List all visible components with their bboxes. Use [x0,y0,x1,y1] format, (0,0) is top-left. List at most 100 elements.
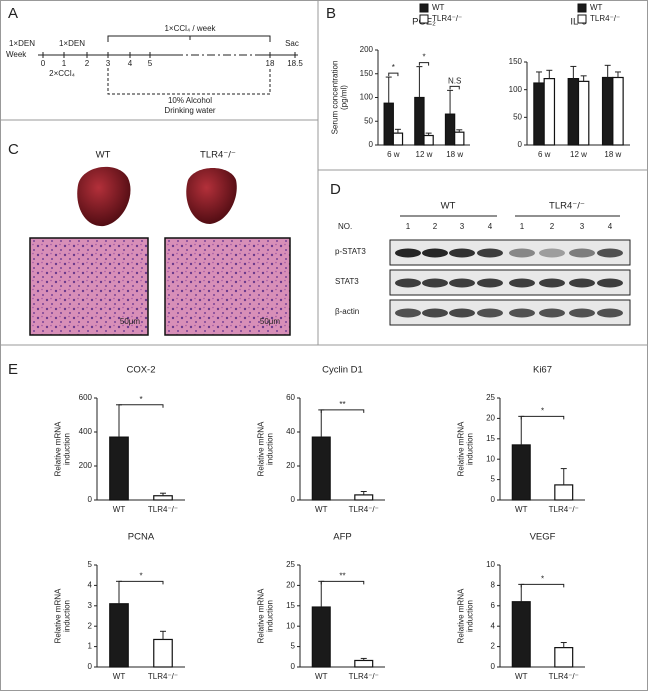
y-tick-label: 15 [286,601,295,610]
group-label: WT [441,201,456,212]
bar [511,444,531,501]
week-number: 1 [62,59,67,68]
significance-bracket [449,85,460,90]
bar [311,606,331,668]
x-tick-label: WT [113,505,126,514]
blot-band [539,308,565,318]
histology [164,237,291,336]
week-number: 5 [148,59,153,68]
significance-label: N.S [448,76,461,85]
blot-band [509,308,535,318]
y-axis-label: Serum concentration [331,61,340,135]
y-axis-label: Relative mRNA [54,588,63,643]
x-tick-label: WT [315,505,328,514]
legend-swatch [577,3,587,13]
week-number: 2 [85,59,90,68]
bar [554,647,574,668]
liver-photo [186,168,237,224]
significance-label: * [139,571,142,580]
y-axis-label: induction [466,433,475,465]
blot-band [449,308,475,318]
y-tick-label: 20 [286,461,295,470]
panel-label: C [8,141,19,158]
den: 1×DEN [59,39,85,48]
significance-bracket [118,580,164,585]
bar [543,77,556,146]
y-tick-label: 20 [286,581,295,590]
y-tick-label: 5 [491,475,496,484]
bar [109,436,129,501]
y-axis-label: Relative mRNA [457,421,466,476]
bar [511,601,531,668]
x-tick-label: 12 w [416,150,433,159]
bar [354,494,374,501]
bar [109,603,129,668]
blot-band [449,248,475,258]
significance-bracket [320,409,365,413]
x-tick-label: 12 w [570,150,587,159]
blot-band [597,308,623,318]
week-number: 18 [266,59,275,68]
group-label: TLR4⁻/⁻ [549,201,585,212]
blot-band [395,308,421,318]
no-label: NO. [338,222,352,231]
y-tick-label: 6 [491,601,496,610]
y-axis-label: induction [466,600,475,632]
legend-label: WT [432,3,445,12]
blot-band [539,248,565,258]
significance-bracket [388,72,399,77]
blot-band [539,278,565,288]
chart-title: VEGF [530,532,556,543]
chart-title: Cyclin D1 [322,365,363,376]
week-number: 4 [128,59,133,68]
lane-number: 1 [520,222,525,231]
y-tick-label: 600 [79,393,93,402]
x-tick-label: TLR4⁻/⁻ [349,672,379,681]
y-axis-label: (pg/ml) [340,85,349,110]
week-number: 0 [41,59,46,68]
y-tick-label: 150 [360,69,374,78]
x-tick-label: TLR4⁻/⁻ [549,505,579,514]
significance-label: * [139,395,142,404]
bar [444,113,456,146]
bracket [107,35,271,42]
y-tick-label: 200 [360,45,374,54]
y-tick-label: 0 [88,495,93,504]
y-tick-label: 400 [79,427,93,436]
sac: Sac [285,39,299,48]
y-tick-label: 8 [491,581,496,590]
x-tick-label: 18 w [446,150,463,159]
row-label: STAT3 [335,277,359,286]
x-tick-label: WT [515,505,528,514]
y-tick-label: 60 [286,393,295,402]
scale-bar: 50μm [260,317,281,326]
chart-title: COX-2 [126,365,155,376]
y-tick-label: 100 [509,85,523,94]
bar [354,659,374,668]
lane-number: 4 [488,222,493,231]
week-number: 18.5 [287,59,303,68]
bar [554,484,574,501]
significance-label: * [422,53,425,62]
y-tick-label: 100 [360,93,374,102]
significance-label: * [541,406,544,415]
x-tick-label: TLR4⁻/⁻ [148,505,178,514]
legend-label: TLR4⁻/⁻ [590,14,620,23]
bar [423,134,434,146]
lane-number: 3 [580,222,585,231]
y-axis-label: Relative mRNA [257,421,266,476]
group-label: WT [96,150,111,161]
x-tick-label: WT [515,672,528,681]
x-tick-label: WT [113,672,126,681]
bar [601,76,614,146]
bar [383,102,394,146]
blot-band [477,278,503,288]
y-tick-label: 40 [286,427,295,436]
bar [612,76,624,146]
significance-bracket [520,415,565,420]
y-axis-label: induction [266,433,275,465]
bracket [107,68,271,95]
liver-photo [77,166,131,227]
legend-label: WT [590,3,603,12]
week-label: Week [6,50,27,59]
